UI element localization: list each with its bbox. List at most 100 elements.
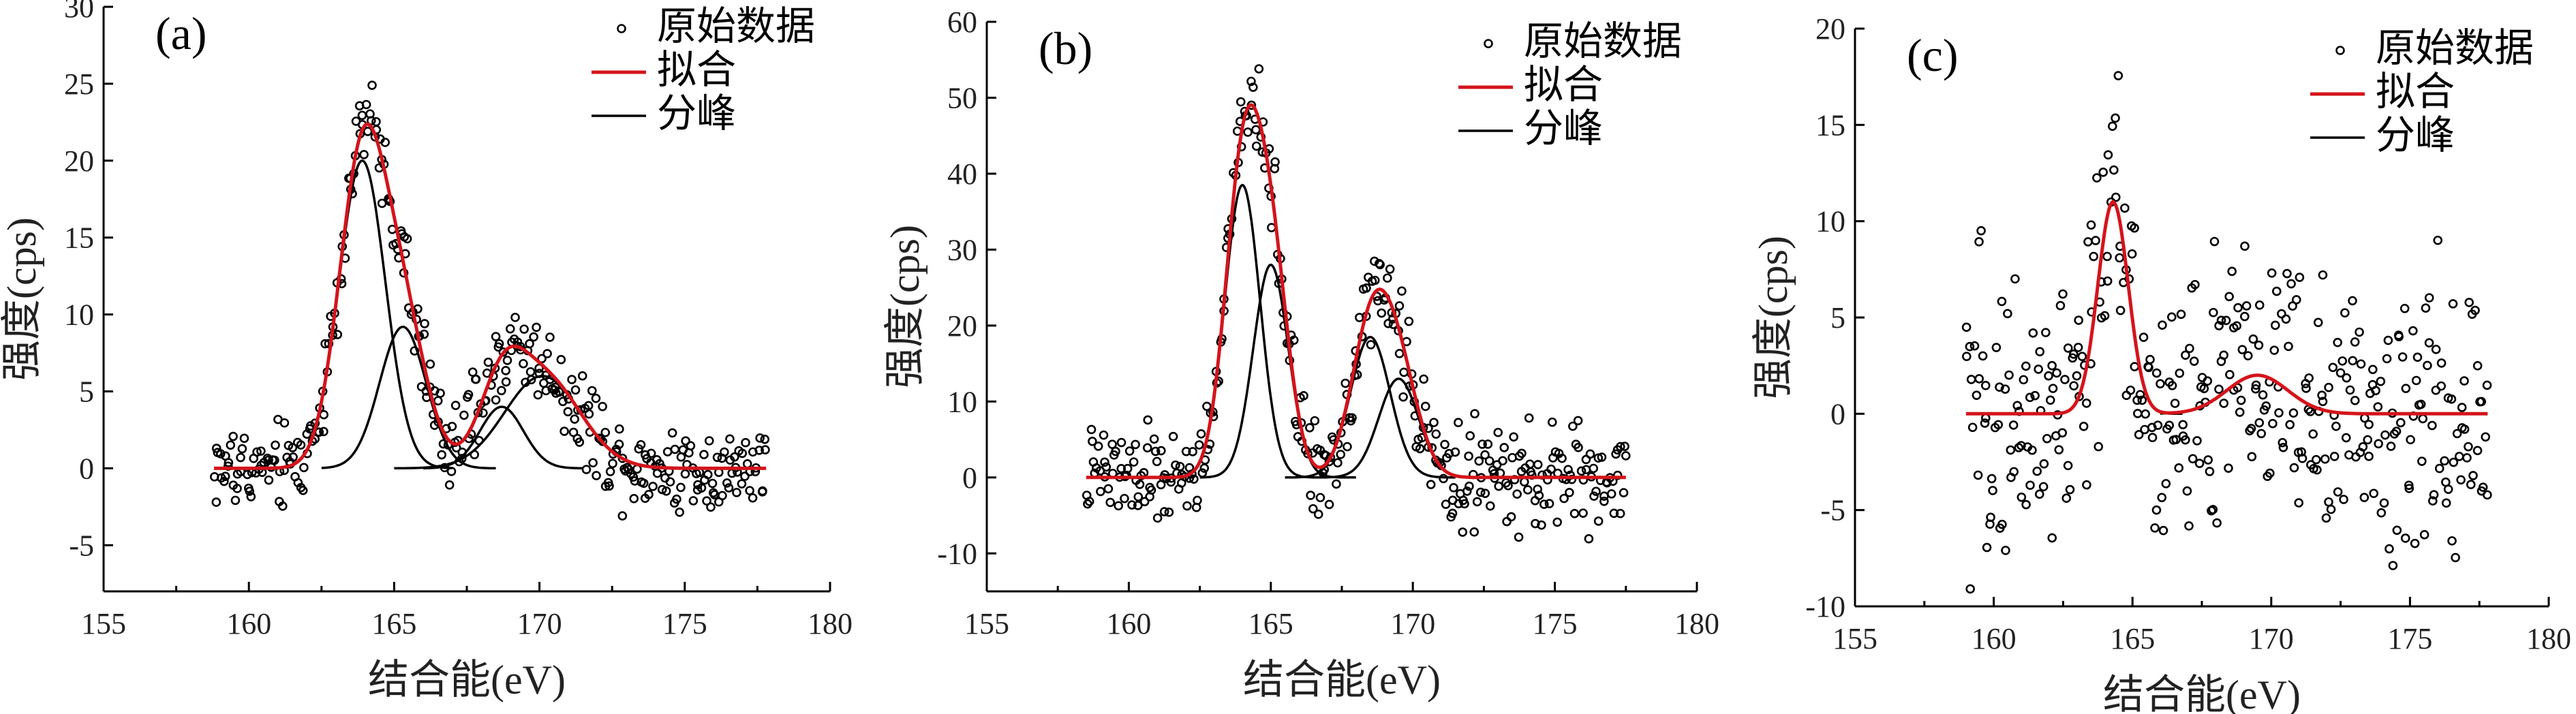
raw-data-point	[755, 433, 765, 443]
raw-data-point	[1131, 439, 1140, 450]
raw-data-point	[1088, 436, 1097, 446]
raw-data-point	[2030, 390, 2040, 401]
raw-data-point	[2339, 495, 2348, 504]
x-tick-label: 160	[226, 607, 271, 640]
raw-data-point	[2140, 424, 2149, 435]
legend-label-raw: 原始数据	[2376, 25, 2534, 71]
raw-data-point	[2472, 361, 2483, 371]
raw-data-point	[1164, 508, 1174, 517]
raw-data-point	[1993, 420, 2004, 430]
raw-data-point	[1299, 391, 1308, 401]
raw-data-point	[2388, 561, 2398, 570]
legend-label-component: 分峰	[657, 90, 736, 136]
raw-data-point	[483, 357, 493, 367]
raw-data-point	[1503, 481, 1513, 491]
raw-data-point	[2340, 308, 2350, 318]
raw-data-point	[2178, 420, 2188, 430]
raw-data-point	[2233, 302, 2243, 313]
raw-data-point	[380, 138, 390, 147]
raw-data-point	[298, 486, 308, 495]
component-peak-1	[277, 159, 453, 469]
raw-data-point	[1477, 439, 1487, 449]
raw-data-point	[1105, 497, 1116, 508]
raw-data-point	[2436, 381, 2447, 391]
raw-data-point	[2057, 428, 2068, 438]
raw-data-point	[2400, 533, 2410, 543]
raw-data-point	[2456, 475, 2466, 485]
raw-data-point	[296, 440, 306, 450]
raw-data-point	[2324, 497, 2333, 507]
raw-data-point	[2109, 165, 2119, 175]
raw-data-point	[2440, 456, 2449, 466]
y-tick-label: 20	[1815, 12, 1845, 46]
raw-data-point	[2411, 375, 2421, 386]
raw-data-point	[2166, 312, 2177, 322]
raw-data-point	[574, 437, 585, 447]
raw-data-point	[1310, 416, 1320, 426]
raw-data-point	[510, 313, 520, 322]
y-axis-title: 强度(cps)	[883, 225, 927, 388]
raw-data-point	[1336, 450, 1346, 459]
raw-data-point	[2205, 467, 2215, 476]
x-axis-title: 结合能(eV)	[1243, 657, 1441, 702]
raw-data-point	[1578, 508, 1588, 518]
chart-panel-a: 155 160 165 170 175 180 -5 0 5 10 15 20 25 30 结合能(eV) 强…	[0, 0, 853, 702]
raw-data-point	[2345, 385, 2355, 395]
raw-data-point	[2052, 368, 2061, 378]
raw-data-point	[2284, 341, 2293, 352]
raw-data-point	[264, 475, 274, 485]
raw-data-point	[2135, 390, 2145, 400]
raw-data-point	[1498, 456, 1507, 466]
raw-data-point	[252, 447, 262, 457]
raw-data-point	[1193, 495, 1202, 506]
raw-data-point	[2047, 533, 2057, 543]
raw-data-point	[2092, 173, 2102, 183]
raw-data-point	[732, 488, 741, 497]
raw-data-point	[2297, 454, 2307, 463]
raw-data-point	[2313, 317, 2323, 328]
raw-data-point	[730, 452, 739, 462]
raw-data-point	[1569, 509, 1580, 518]
raw-data-point	[529, 332, 538, 342]
raw-data-point	[2089, 251, 2098, 262]
raw-data-point	[1398, 392, 1408, 402]
raw-data-point	[741, 437, 750, 448]
raw-data-point	[1534, 491, 1544, 500]
raw-data-point	[2012, 401, 2022, 411]
raw-data-point	[1620, 441, 1629, 451]
raw-data-point	[604, 481, 614, 491]
raw-data-point	[2246, 424, 2256, 433]
raw-data-point	[478, 408, 488, 418]
raw-data-point	[2368, 364, 2378, 375]
raw-data-point	[567, 375, 577, 384]
raw-data-point	[1135, 480, 1145, 489]
raw-data-point	[2219, 399, 2229, 408]
raw-data-series	[209, 80, 770, 521]
raw-data-point	[1982, 542, 1992, 553]
raw-data-point	[665, 477, 675, 487]
raw-data-point	[615, 424, 624, 434]
x-tick-label: 175	[2387, 622, 2432, 655]
raw-data-point	[2416, 399, 2426, 409]
raw-data-point	[2130, 223, 2139, 233]
chart-panel-b: 155 160 165 170 175 180 -10 0 10 20 30 40 50 60 结合能(eV…	[883, 5, 1719, 702]
raw-data-point	[2350, 337, 2360, 347]
raw-data-point	[359, 150, 369, 159]
y-tick-label: 15	[1815, 108, 1845, 142]
raw-data-point	[1974, 237, 1984, 247]
raw-data-point	[2392, 525, 2402, 536]
raw-data-point	[2060, 375, 2070, 384]
raw-data-point	[2399, 303, 2410, 313]
raw-data-point	[2091, 236, 2100, 245]
raw-data-point	[1373, 296, 1383, 306]
raw-data-point	[2379, 498, 2389, 508]
x-tick-label: 170	[2249, 622, 2294, 655]
raw-data-point	[2247, 452, 2257, 462]
raw-data-point	[718, 491, 727, 501]
raw-data-point	[2342, 373, 2352, 383]
raw-data-point	[2145, 354, 2155, 364]
raw-data-point	[1308, 503, 1318, 514]
raw-data-point	[1305, 422, 1315, 433]
